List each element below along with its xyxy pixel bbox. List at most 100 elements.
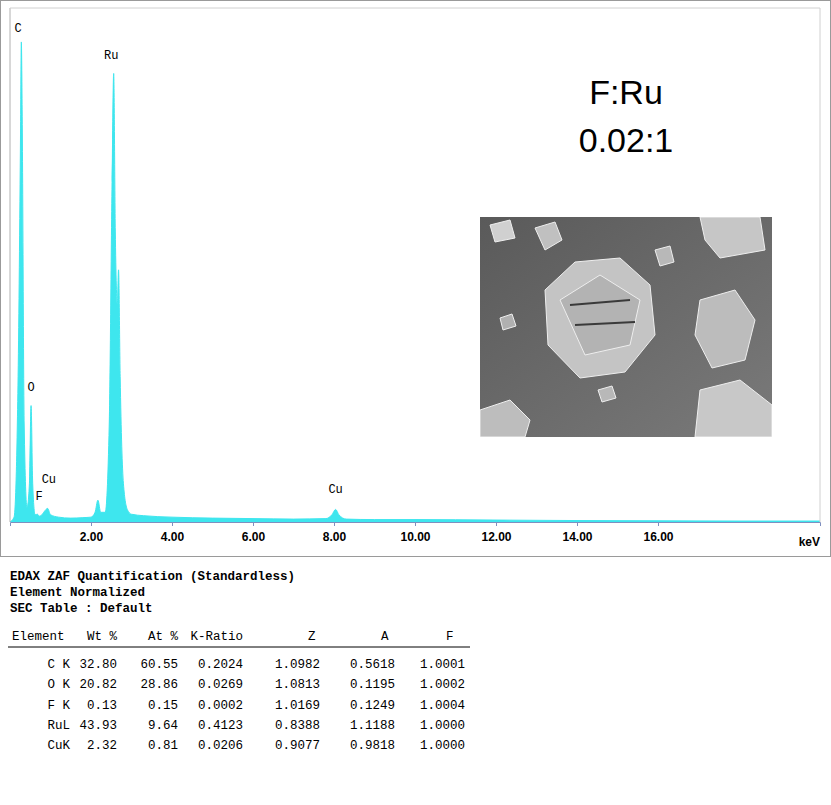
table-cell: 1.0002: [420, 678, 465, 692]
table-cell: 43.93: [79, 719, 117, 733]
table-cell: 0.13: [87, 699, 117, 713]
table-cell: 1.0000: [420, 739, 465, 753]
x-tick: 4.00: [161, 522, 185, 544]
x-tick-mark: [577, 522, 578, 526]
table-cell: 9.64: [148, 719, 178, 733]
x-tick-mark: [91, 522, 92, 526]
table-cell: 0.15: [148, 699, 178, 713]
table-cell: 0.5618: [350, 658, 395, 672]
title: F:Ru: [589, 73, 663, 111]
x-axis-title: keV: [799, 535, 820, 549]
x-tick-label: 14.00: [562, 530, 592, 544]
table-cell: 1.0982: [275, 658, 320, 672]
table-rule: [8, 647, 470, 648]
plot-right-line: [820, 8, 821, 522]
table-cell: 0.9077: [275, 739, 320, 753]
table-cell: 1.0001: [420, 658, 465, 672]
table-cell: 0.0002: [198, 699, 243, 713]
sem-particle: [545, 258, 655, 378]
sem-crack: [570, 300, 630, 305]
table-cell: C K: [47, 658, 70, 672]
spectrum-area: [10, 42, 820, 522]
table-cell: 28.86: [140, 678, 178, 692]
x-tick-label: 8.00: [323, 530, 347, 544]
table-heading: EDAX ZAF Quantification (Standardless): [10, 570, 295, 584]
sem-crack: [575, 322, 635, 325]
x-tick-mark: [253, 522, 254, 526]
sem-particle: [560, 275, 640, 355]
x-tick: 16.00: [643, 522, 673, 544]
x-axis: 2.00 4.00 6.00 8.00 10.00 12.00 14.00 16.00: [11, 522, 821, 544]
table-column-head: K-Ratio: [190, 630, 243, 644]
x-tick-mark: [496, 522, 497, 526]
peak-label: Cu: [42, 473, 56, 487]
table-cell: 0.0206: [198, 739, 243, 753]
table-cell: 1.0813: [275, 678, 320, 692]
table-cell: 0.8388: [275, 719, 320, 733]
x-tick-label: 12.00: [481, 530, 511, 544]
table-column-head: F: [446, 630, 454, 644]
x-tick: 2.00: [80, 522, 104, 544]
x-tick: 10.00: [400, 522, 430, 544]
sem-background: [480, 217, 772, 437]
table-cell: 0.2024: [198, 658, 243, 672]
table-cell: 60.55: [140, 658, 178, 672]
plot-marks: [10, 42, 820, 522]
table-cell: 0.81: [148, 739, 178, 753]
table-cell: 32.80: [79, 658, 117, 672]
subtitle: 0.02:1: [579, 121, 674, 159]
x-tick-mark: [334, 522, 335, 526]
peak-label: Cu: [328, 483, 342, 497]
x-tick-label: 10.00: [400, 530, 430, 544]
table-cell: RuL: [47, 719, 70, 733]
table-cell: 0.9818: [350, 739, 395, 753]
table-cell: 1.0004: [420, 699, 465, 713]
sem-particle: [700, 217, 765, 258]
x-tick-label: 4.00: [161, 530, 185, 544]
x-tick: 14.00: [562, 522, 592, 544]
table-cell: 1.0169: [275, 699, 320, 713]
page: 2.00 4.00 6.00 8.00 10.00 12.00 14.00 16.00 keV C…: [0, 0, 831, 805]
sem-particle: [655, 246, 674, 266]
x-tick-label: 2.00: [80, 530, 104, 544]
sem-particle: [490, 220, 515, 242]
table-column-head: A: [381, 630, 389, 644]
sem-particle: [695, 380, 772, 437]
table-heading: Element Normalized: [10, 586, 145, 600]
peak-label: Ru: [104, 49, 118, 63]
x-tick-mark: [172, 522, 173, 526]
table-heading: SEC Table : Default: [10, 602, 153, 616]
y-axis-line: [10, 8, 11, 522]
x-tick: 8.00: [323, 522, 347, 544]
peak-label: C: [14, 22, 21, 36]
x-tick: 12.00: [481, 522, 511, 544]
table-column-head: Element: [12, 630, 65, 644]
table-cell: 1.1188: [350, 719, 395, 733]
peak-label: F: [36, 490, 43, 504]
x-tick-mark: [658, 522, 659, 526]
table-column-head: Wt %: [87, 630, 118, 644]
sem-particle: [480, 400, 530, 437]
x-tick-mark: [415, 522, 416, 526]
table-cell: 0.0269: [198, 678, 243, 692]
table-column-head: At %: [148, 630, 179, 644]
peak-label: O: [27, 381, 34, 395]
table-cell: 0.1195: [350, 678, 395, 692]
table-cell: F K: [47, 699, 70, 713]
table-cell: 0.4123: [198, 719, 243, 733]
table-column-head: Z: [308, 630, 316, 644]
plot-top-line: [10, 8, 820, 9]
sem-particle: [598, 386, 616, 402]
x-tick-label: 16.00: [643, 530, 673, 544]
panel-frame: [1, 1, 831, 557]
table-cell: 2.32: [87, 739, 117, 753]
table-cell: 0.1249: [350, 699, 395, 713]
x-tick-label: 6.00: [242, 530, 266, 544]
sem-particle: [500, 314, 516, 330]
table-cell: 20.82: [79, 678, 117, 692]
x-tick: 6.00: [242, 522, 266, 544]
table-cell: O K: [47, 678, 70, 692]
x-axis-line: [11, 523, 821, 527]
sem-image: [480, 217, 772, 437]
sem-particle: [535, 222, 562, 250]
